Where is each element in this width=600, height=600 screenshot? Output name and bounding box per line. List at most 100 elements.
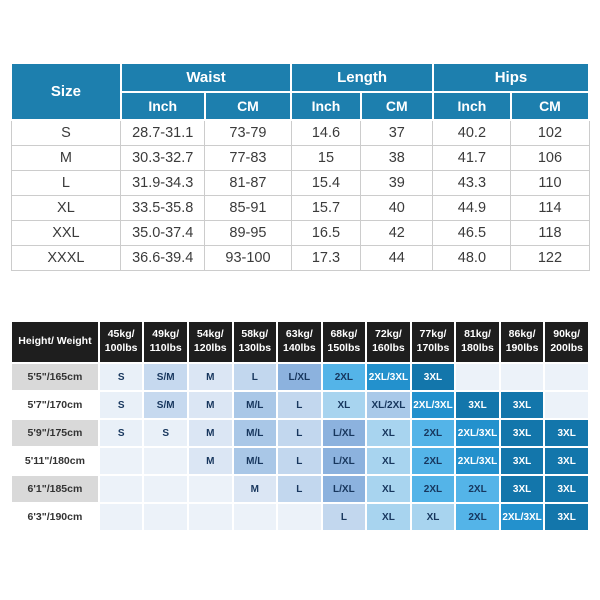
weight-column-header: 45kg/ 100lbs [99, 322, 143, 362]
measurement-cell: 33.5-35.8 [120, 195, 206, 221]
size-table-row: M 30.3-32.7 77-83 15 38 41.7 106 [10, 145, 590, 171]
weight-column-header: 72kg/ 160lbs [367, 322, 410, 362]
weight-column-header: 54kg/ 120lbs [188, 322, 232, 362]
recommended-size-cell: M [188, 364, 232, 390]
empty-size-cell [188, 504, 232, 530]
size-table-unit-row: Inch CM Inch CM Inch CM [11, 91, 591, 121]
weight-column-header: 86kg/ 190lbs [500, 322, 544, 362]
height-row-label: 5'11"/180cm [12, 448, 98, 474]
recommended-size-cell: 2XL [411, 420, 455, 446]
recommended-size-cell: XL [367, 420, 410, 446]
recommended-size-cell: 2XL/3XL [500, 504, 544, 530]
recommended-size-cell: 3XL [545, 420, 588, 446]
measurement-cell: 37 [360, 119, 434, 146]
length-cm-header: CM [359, 91, 434, 121]
size-name-cell: M [10, 145, 122, 171]
hips-group-header: Hips [431, 62, 591, 93]
recommended-size-cell: M [188, 392, 232, 418]
measurement-cell: 89-95 [204, 220, 292, 246]
measurement-cell: 77-83 [204, 145, 292, 171]
measurement-cell: 118 [510, 220, 590, 246]
measurement-cell: 44.9 [432, 195, 512, 221]
fit-table-row: 5'5"/165cm S S/M M L L/XL 2XL 2XL/3XL 3XL [12, 364, 588, 390]
recommended-size-cell: L/XL [322, 448, 366, 474]
empty-size-cell [456, 364, 499, 390]
recommended-size-cell: XL [367, 448, 410, 474]
measurement-cell: 15 [290, 145, 362, 171]
recommended-size-cell: L [278, 420, 321, 446]
measurement-cell: 110 [510, 170, 590, 196]
recommended-size-cell: 2XL/3XL [456, 420, 499, 446]
size-name-cell: XL [10, 195, 122, 221]
height-row-label: 5'5"/165cm [12, 364, 98, 390]
measurement-cell: 114 [510, 195, 590, 221]
recommended-size-cell: XL [322, 392, 366, 418]
recommended-size-cell: M/L [233, 420, 277, 446]
recommended-size-cell: 2XL [456, 476, 499, 502]
size-table-row: XL 33.5-35.8 85-91 15.7 40 44.9 114 [10, 195, 590, 221]
recommended-size-cell: 3XL [500, 392, 544, 418]
measurement-cell: 30.3-32.7 [120, 145, 206, 171]
fit-table-row: 6'3"/190cm L XL XL 2XL 2XL/3XL 3XL [12, 504, 588, 530]
height-row-label: 5'9"/175cm [12, 420, 98, 446]
fit-table-row: 5'11"/180cm M M/L L L/XL XL 2XL 2XL/3XL 3XL 3XL [12, 448, 588, 474]
weight-column-header: 81kg/ 180lbs [456, 322, 499, 362]
height-weight-corner-header: Height/ Weight [12, 322, 98, 362]
size-name-cell: L [10, 170, 122, 196]
recommended-size-cell: S/M [144, 364, 187, 390]
measurement-cell: 38 [360, 145, 434, 171]
measurement-cell: 14.6 [290, 119, 362, 146]
empty-size-cell [99, 448, 143, 474]
weight-column-header: 63kg/ 140lbs [278, 322, 321, 362]
empty-size-cell [545, 364, 588, 390]
empty-size-cell [233, 504, 277, 530]
measurement-cell: 106 [510, 145, 590, 171]
recommended-size-cell: 3XL [545, 448, 588, 474]
recommended-size-cell: L [278, 476, 321, 502]
recommended-size-cell: M [233, 476, 277, 502]
empty-size-cell [144, 448, 187, 474]
empty-size-cell [188, 476, 232, 502]
recommended-size-cell: XL [367, 504, 410, 530]
measurement-cell: 73-79 [204, 119, 292, 146]
recommended-size-cell: L [278, 392, 321, 418]
measurement-cell: 16.5 [290, 220, 362, 246]
weight-column-header: 49kg/ 110lbs [144, 322, 187, 362]
fit-table-header: Height/ Weight 45kg/ 100lbs 49kg/ 110lbs 5… [12, 322, 588, 362]
size-table-row: XXL 35.0-37.4 89-95 16.5 42 46.5 118 [10, 220, 590, 246]
size-column-header: Size [10, 62, 122, 121]
waist-cm-header: CM [203, 91, 293, 121]
recommended-size-cell: L [278, 448, 321, 474]
recommended-size-cell: 3XL [456, 392, 499, 418]
measurement-cell: 35.0-37.4 [120, 220, 206, 246]
weight-column-header: 77kg/ 170lbs [411, 322, 455, 362]
recommended-size-cell: 2XL/3XL [411, 392, 455, 418]
recommended-size-cell: 3XL [411, 364, 455, 390]
fit-table: Height/ Weight 45kg/ 100lbs 49kg/ 110lbs 5… [10, 320, 590, 532]
weight-column-header: 58kg/ 130lbs [233, 322, 277, 362]
recommended-size-cell: 3XL [500, 448, 544, 474]
size-name-cell: S [10, 119, 122, 146]
weight-column-header: 68kg/ 150lbs [322, 322, 366, 362]
measurement-cell: 122 [510, 245, 590, 271]
recommended-size-cell: L/XL [322, 420, 366, 446]
recommended-size-cell: M [188, 448, 232, 474]
size-table-header: Size Waist Length Hips Inch CM Inch CM I… [10, 62, 591, 121]
length-inch-header: Inch [290, 91, 362, 121]
height-row-label: 6'3"/190cm [12, 504, 98, 530]
measurement-cell: 44 [360, 245, 434, 271]
recommended-size-cell: XL [411, 504, 455, 530]
fit-table-row: 5'7"/170cm S S/M M M/L L XL XL/2XL 2XL/3XL 3XL 3XL [12, 392, 588, 418]
recommended-size-cell: 2XL [456, 504, 499, 530]
measurement-cell: 28.7-31.1 [120, 119, 206, 146]
size-table-row: S 28.7-31.1 73-79 14.6 37 40.2 102 [10, 119, 590, 146]
fit-table-body: 5'5"/165cm S S/M M L L/XL 2XL 2XL/3XL 3XL 5'7"/17… [12, 364, 588, 530]
measurement-cell: 39 [360, 170, 434, 196]
recommended-size-cell: L [233, 364, 277, 390]
recommended-size-cell: S [99, 420, 143, 446]
recommended-size-cell: 3XL [545, 476, 588, 502]
empty-size-cell [500, 364, 544, 390]
measurement-cell: 40.2 [432, 119, 512, 146]
empty-size-cell [99, 476, 143, 502]
empty-size-cell [99, 504, 143, 530]
